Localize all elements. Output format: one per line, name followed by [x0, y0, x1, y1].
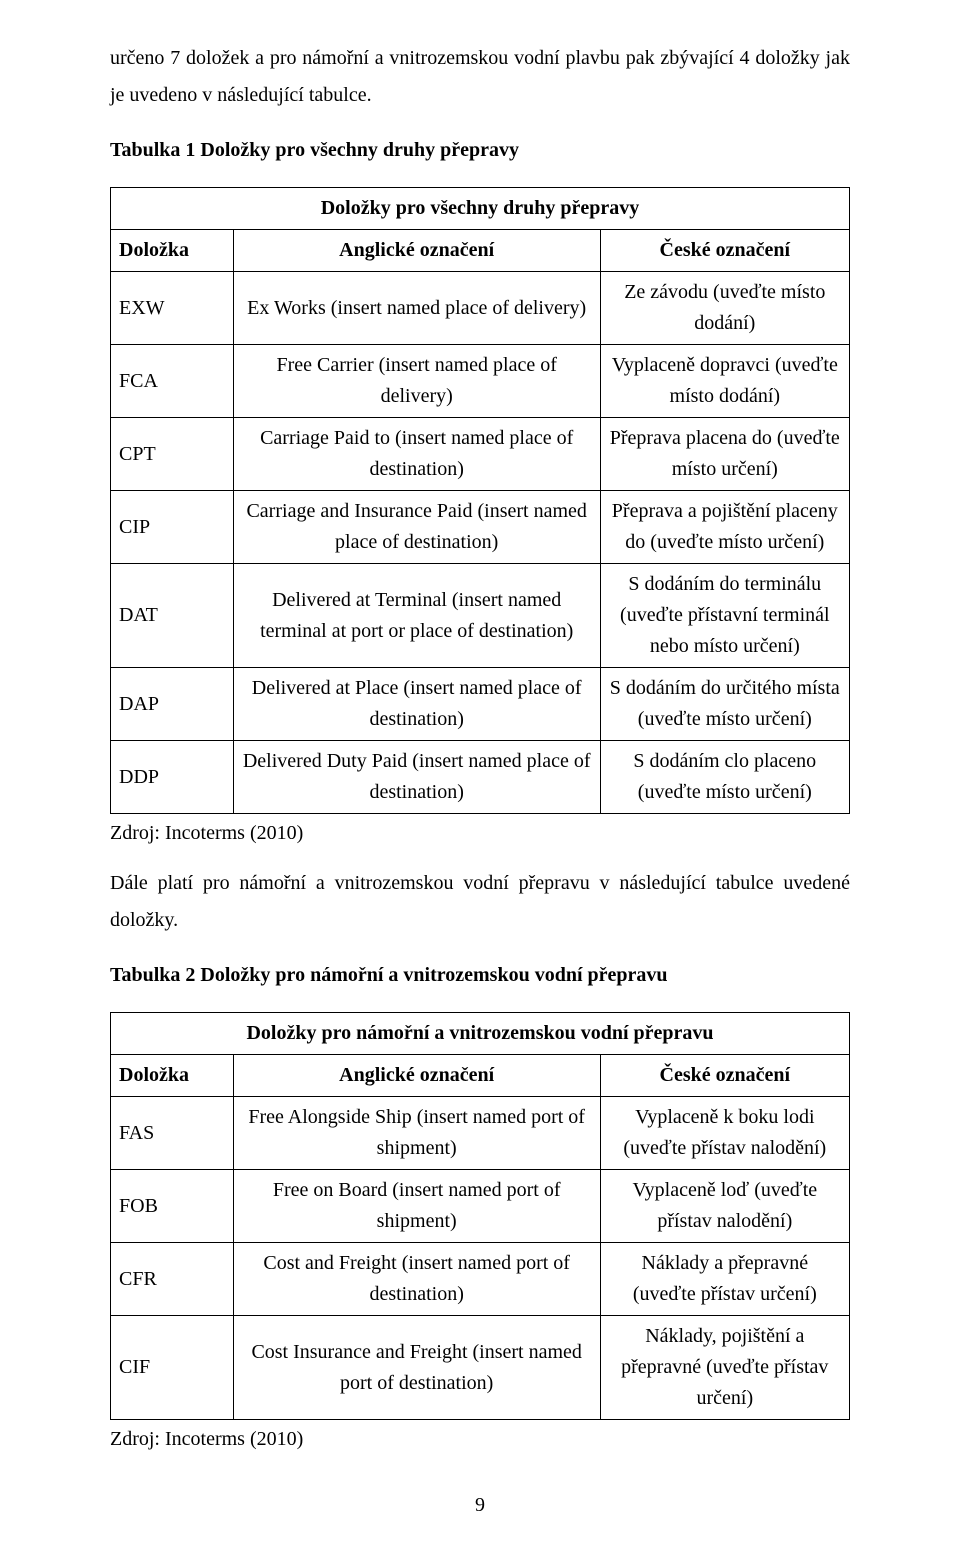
table-row: CFR Cost and Freight (insert named port … [111, 1243, 850, 1316]
table-row: DAP Delivered at Place (insert named pla… [111, 668, 850, 741]
page-number: 9 [0, 1494, 960, 1517]
row-en: Cost Insurance and Freight (insert named… [233, 1316, 600, 1420]
row-code: CIP [111, 491, 234, 564]
table2-source: Zdroj: Incoterms (2010) [110, 1428, 850, 1451]
table-row: CIP Carriage and Insurance Paid (insert … [111, 491, 850, 564]
table-row: FOB Free on Board (insert named port of … [111, 1170, 850, 1243]
row-cz: Ze závodu (uveďte místo dodání) [600, 272, 849, 345]
intro-paragraph: určeno 7 doložek a pro námořní a vnitroz… [110, 40, 850, 114]
row-code: DDP [111, 741, 234, 814]
table-row: EXW Ex Works (insert named place of deli… [111, 272, 850, 345]
table2-header-cz: České označení [600, 1055, 849, 1097]
row-code: CIF [111, 1316, 234, 1420]
row-cz: Přeprava placena do (uveďte místo určení… [600, 418, 849, 491]
row-en: Delivered at Terminal (insert named term… [233, 564, 600, 668]
row-code: FCA [111, 345, 234, 418]
row-cz: Náklady, pojištění a přepravné (uveďte p… [600, 1316, 849, 1420]
row-en: Free Alongside Ship (insert named port o… [233, 1097, 600, 1170]
table1-header-cz: České označení [600, 230, 849, 272]
row-cz: S dodáním do určitého místa (uveďte míst… [600, 668, 849, 741]
row-code: FOB [111, 1170, 234, 1243]
table2: Doložky pro námořní a vnitrozemskou vodn… [110, 1012, 850, 1420]
table2-header-code: Doložka [111, 1055, 234, 1097]
row-en: Delivered at Place (insert named place o… [233, 668, 600, 741]
row-en: Carriage and Insurance Paid (insert name… [233, 491, 600, 564]
table1-header-code: Doložka [111, 230, 234, 272]
row-cz: Náklady a přepravné (uveďte přístav urče… [600, 1243, 849, 1316]
table-row: FCA Free Carrier (insert named place of … [111, 345, 850, 418]
row-code: DAP [111, 668, 234, 741]
row-cz: Vyplaceně k boku lodi (uveďte přístav na… [600, 1097, 849, 1170]
row-code: CFR [111, 1243, 234, 1316]
row-cz: S dodáním do terminálu (uveďte přístavní… [600, 564, 849, 668]
table1-caption: Tabulka 1 Doložky pro všechny druhy přep… [110, 132, 850, 169]
table2-banner: Doložky pro námořní a vnitrozemskou vodn… [111, 1013, 850, 1055]
row-en: Ex Works (insert named place of delivery… [233, 272, 600, 345]
table1-banner: Doložky pro všechny druhy přepravy [111, 188, 850, 230]
table-row: CPT Carriage Paid to (insert named place… [111, 418, 850, 491]
row-cz: Vyplaceně dopravci (uveďte místo dodání) [600, 345, 849, 418]
row-cz: Vyplaceně loď (uveďte přístav nalodění) [600, 1170, 849, 1243]
table1: Doložky pro všechny druhy přepravy Dolož… [110, 187, 850, 814]
row-en: Free on Board (insert named port of ship… [233, 1170, 600, 1243]
table2-caption: Tabulka 2 Doložky pro námořní a vnitroze… [110, 957, 850, 994]
table-row: FAS Free Alongside Ship (insert named po… [111, 1097, 850, 1170]
table1-header-en: Anglické označení [233, 230, 600, 272]
row-en: Delivered Duty Paid (insert named place … [233, 741, 600, 814]
row-code: CPT [111, 418, 234, 491]
mid-paragraph: Dále platí pro námořní a vnitrozemskou v… [110, 865, 850, 939]
table-row: CIF Cost Insurance and Freight (insert n… [111, 1316, 850, 1420]
table-row: DDP Delivered Duty Paid (insert named pl… [111, 741, 850, 814]
row-code: FAS [111, 1097, 234, 1170]
table-row: DAT Delivered at Terminal (insert named … [111, 564, 850, 668]
table1-source: Zdroj: Incoterms (2010) [110, 822, 850, 845]
row-cz: S dodáním clo placeno (uveďte místo urče… [600, 741, 849, 814]
row-en: Cost and Freight (insert named port of d… [233, 1243, 600, 1316]
row-cz: Přeprava a pojištění placeny do (uveďte … [600, 491, 849, 564]
row-code: EXW [111, 272, 234, 345]
row-code: DAT [111, 564, 234, 668]
table2-header-en: Anglické označení [233, 1055, 600, 1097]
row-en: Free Carrier (insert named place of deli… [233, 345, 600, 418]
row-en: Carriage Paid to (insert named place of … [233, 418, 600, 491]
page: určeno 7 doložek a pro námořní a vnitroz… [0, 0, 960, 1552]
